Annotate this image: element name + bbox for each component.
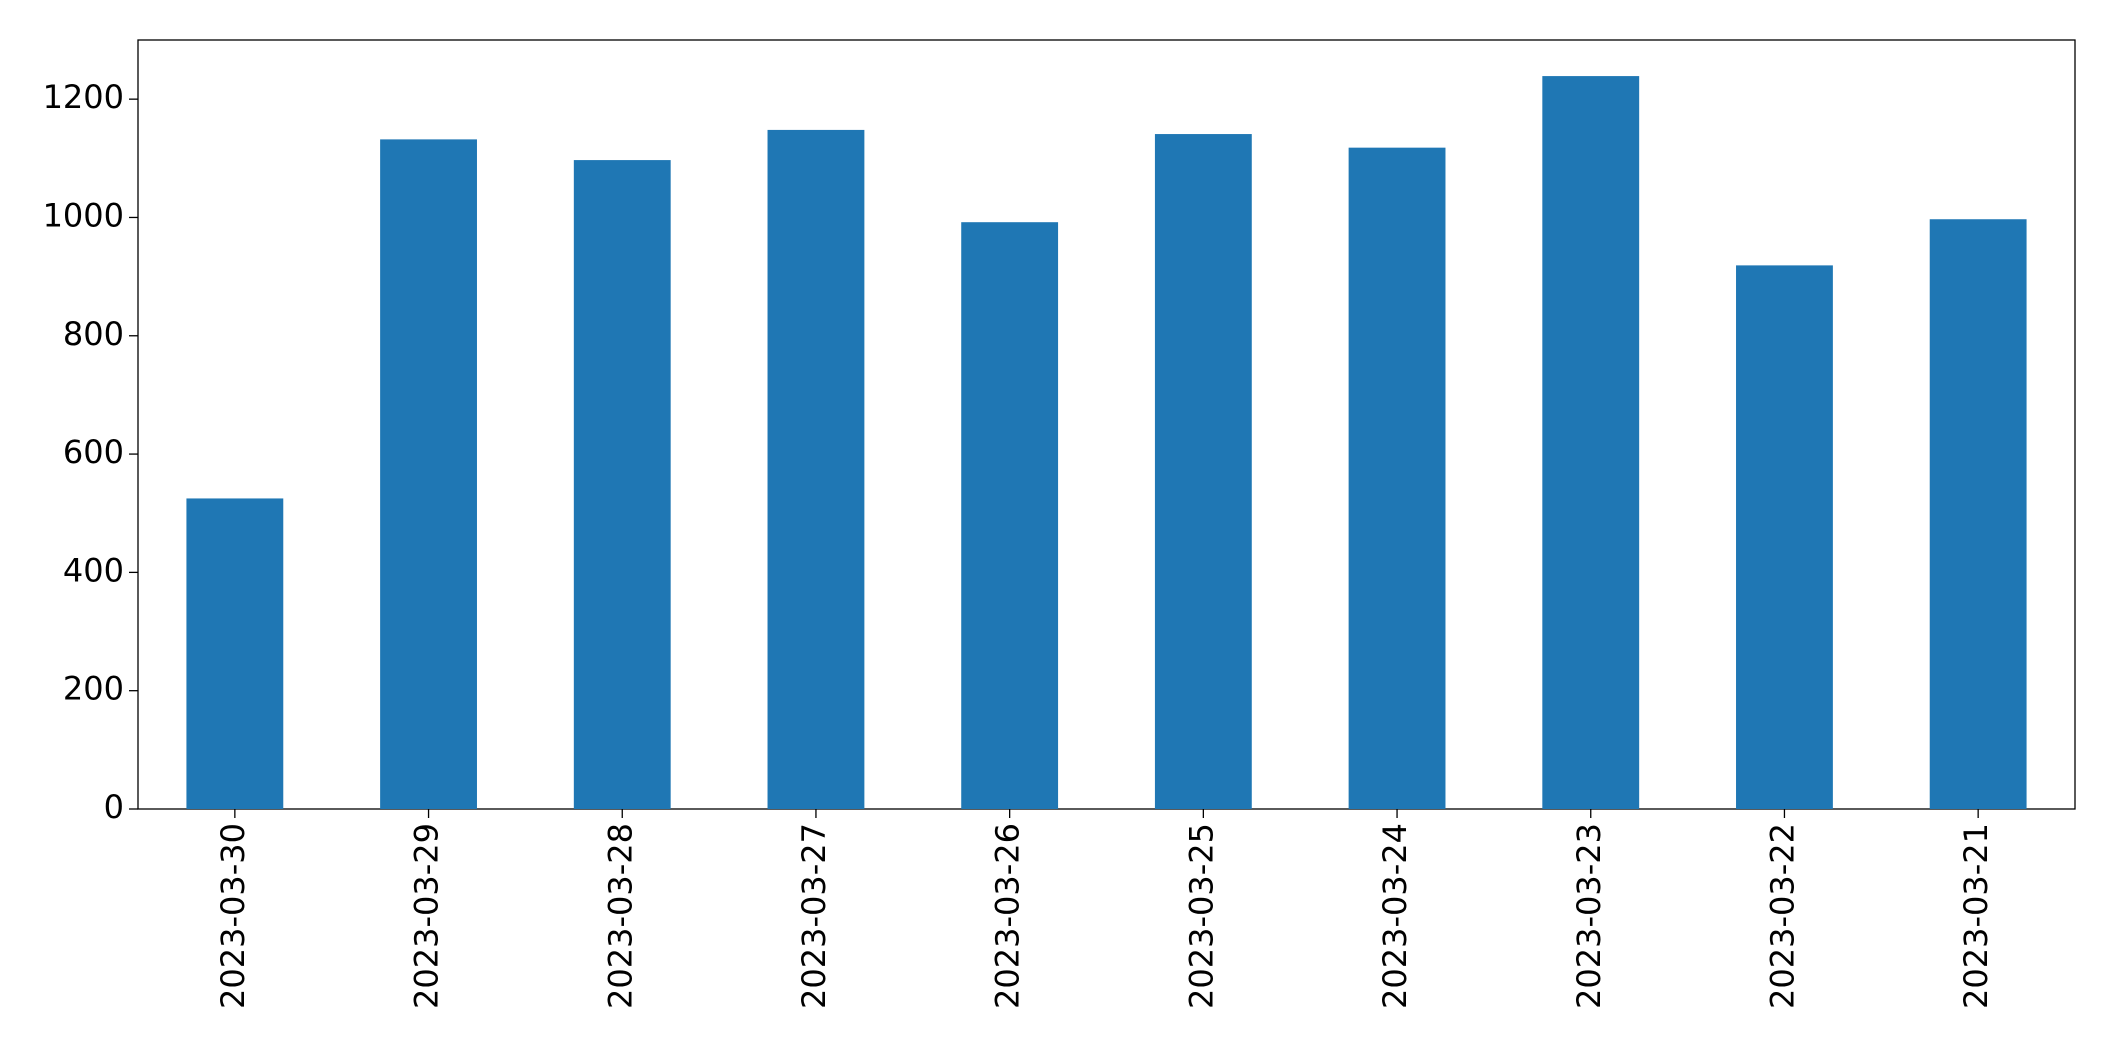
y-tick-label: 1200 bbox=[43, 78, 124, 116]
x-tick-label: 2023-03-27 bbox=[795, 823, 833, 1009]
y-tick-label: 0 bbox=[104, 788, 124, 826]
y-tick-label: 400 bbox=[63, 551, 124, 589]
bar bbox=[1348, 147, 1446, 809]
x-tick-label: 2023-03-26 bbox=[989, 823, 1027, 1009]
x-tick-label: 2023-03-28 bbox=[601, 823, 639, 1009]
y-tick-label: 200 bbox=[63, 670, 124, 708]
bar bbox=[767, 129, 865, 810]
x-tick-label: 2023-03-24 bbox=[1376, 823, 1414, 1009]
y-tick-label: 600 bbox=[63, 433, 124, 471]
bar bbox=[1736, 265, 1833, 809]
bar bbox=[186, 498, 284, 809]
x-tick-label: 2023-03-23 bbox=[1570, 823, 1608, 1009]
x-tick-label: 2023-03-29 bbox=[408, 823, 446, 1009]
bar bbox=[961, 222, 1059, 809]
bar bbox=[380, 139, 477, 809]
x-tick-label: 2023-03-21 bbox=[1957, 823, 1995, 1009]
y-tick-label: 1000 bbox=[43, 196, 124, 234]
bar bbox=[1542, 76, 1640, 809]
plot-frame bbox=[137, 39, 2076, 810]
bar bbox=[1929, 219, 2027, 810]
y-tick-label: 800 bbox=[63, 315, 124, 353]
x-tick-label: 2023-03-25 bbox=[1182, 823, 1220, 1009]
bar bbox=[573, 160, 671, 810]
x-tick-label: 2023-03-22 bbox=[1763, 823, 1801, 1009]
bar bbox=[1154, 134, 1252, 809]
x-tick-label: 2023-03-30 bbox=[214, 823, 252, 1009]
